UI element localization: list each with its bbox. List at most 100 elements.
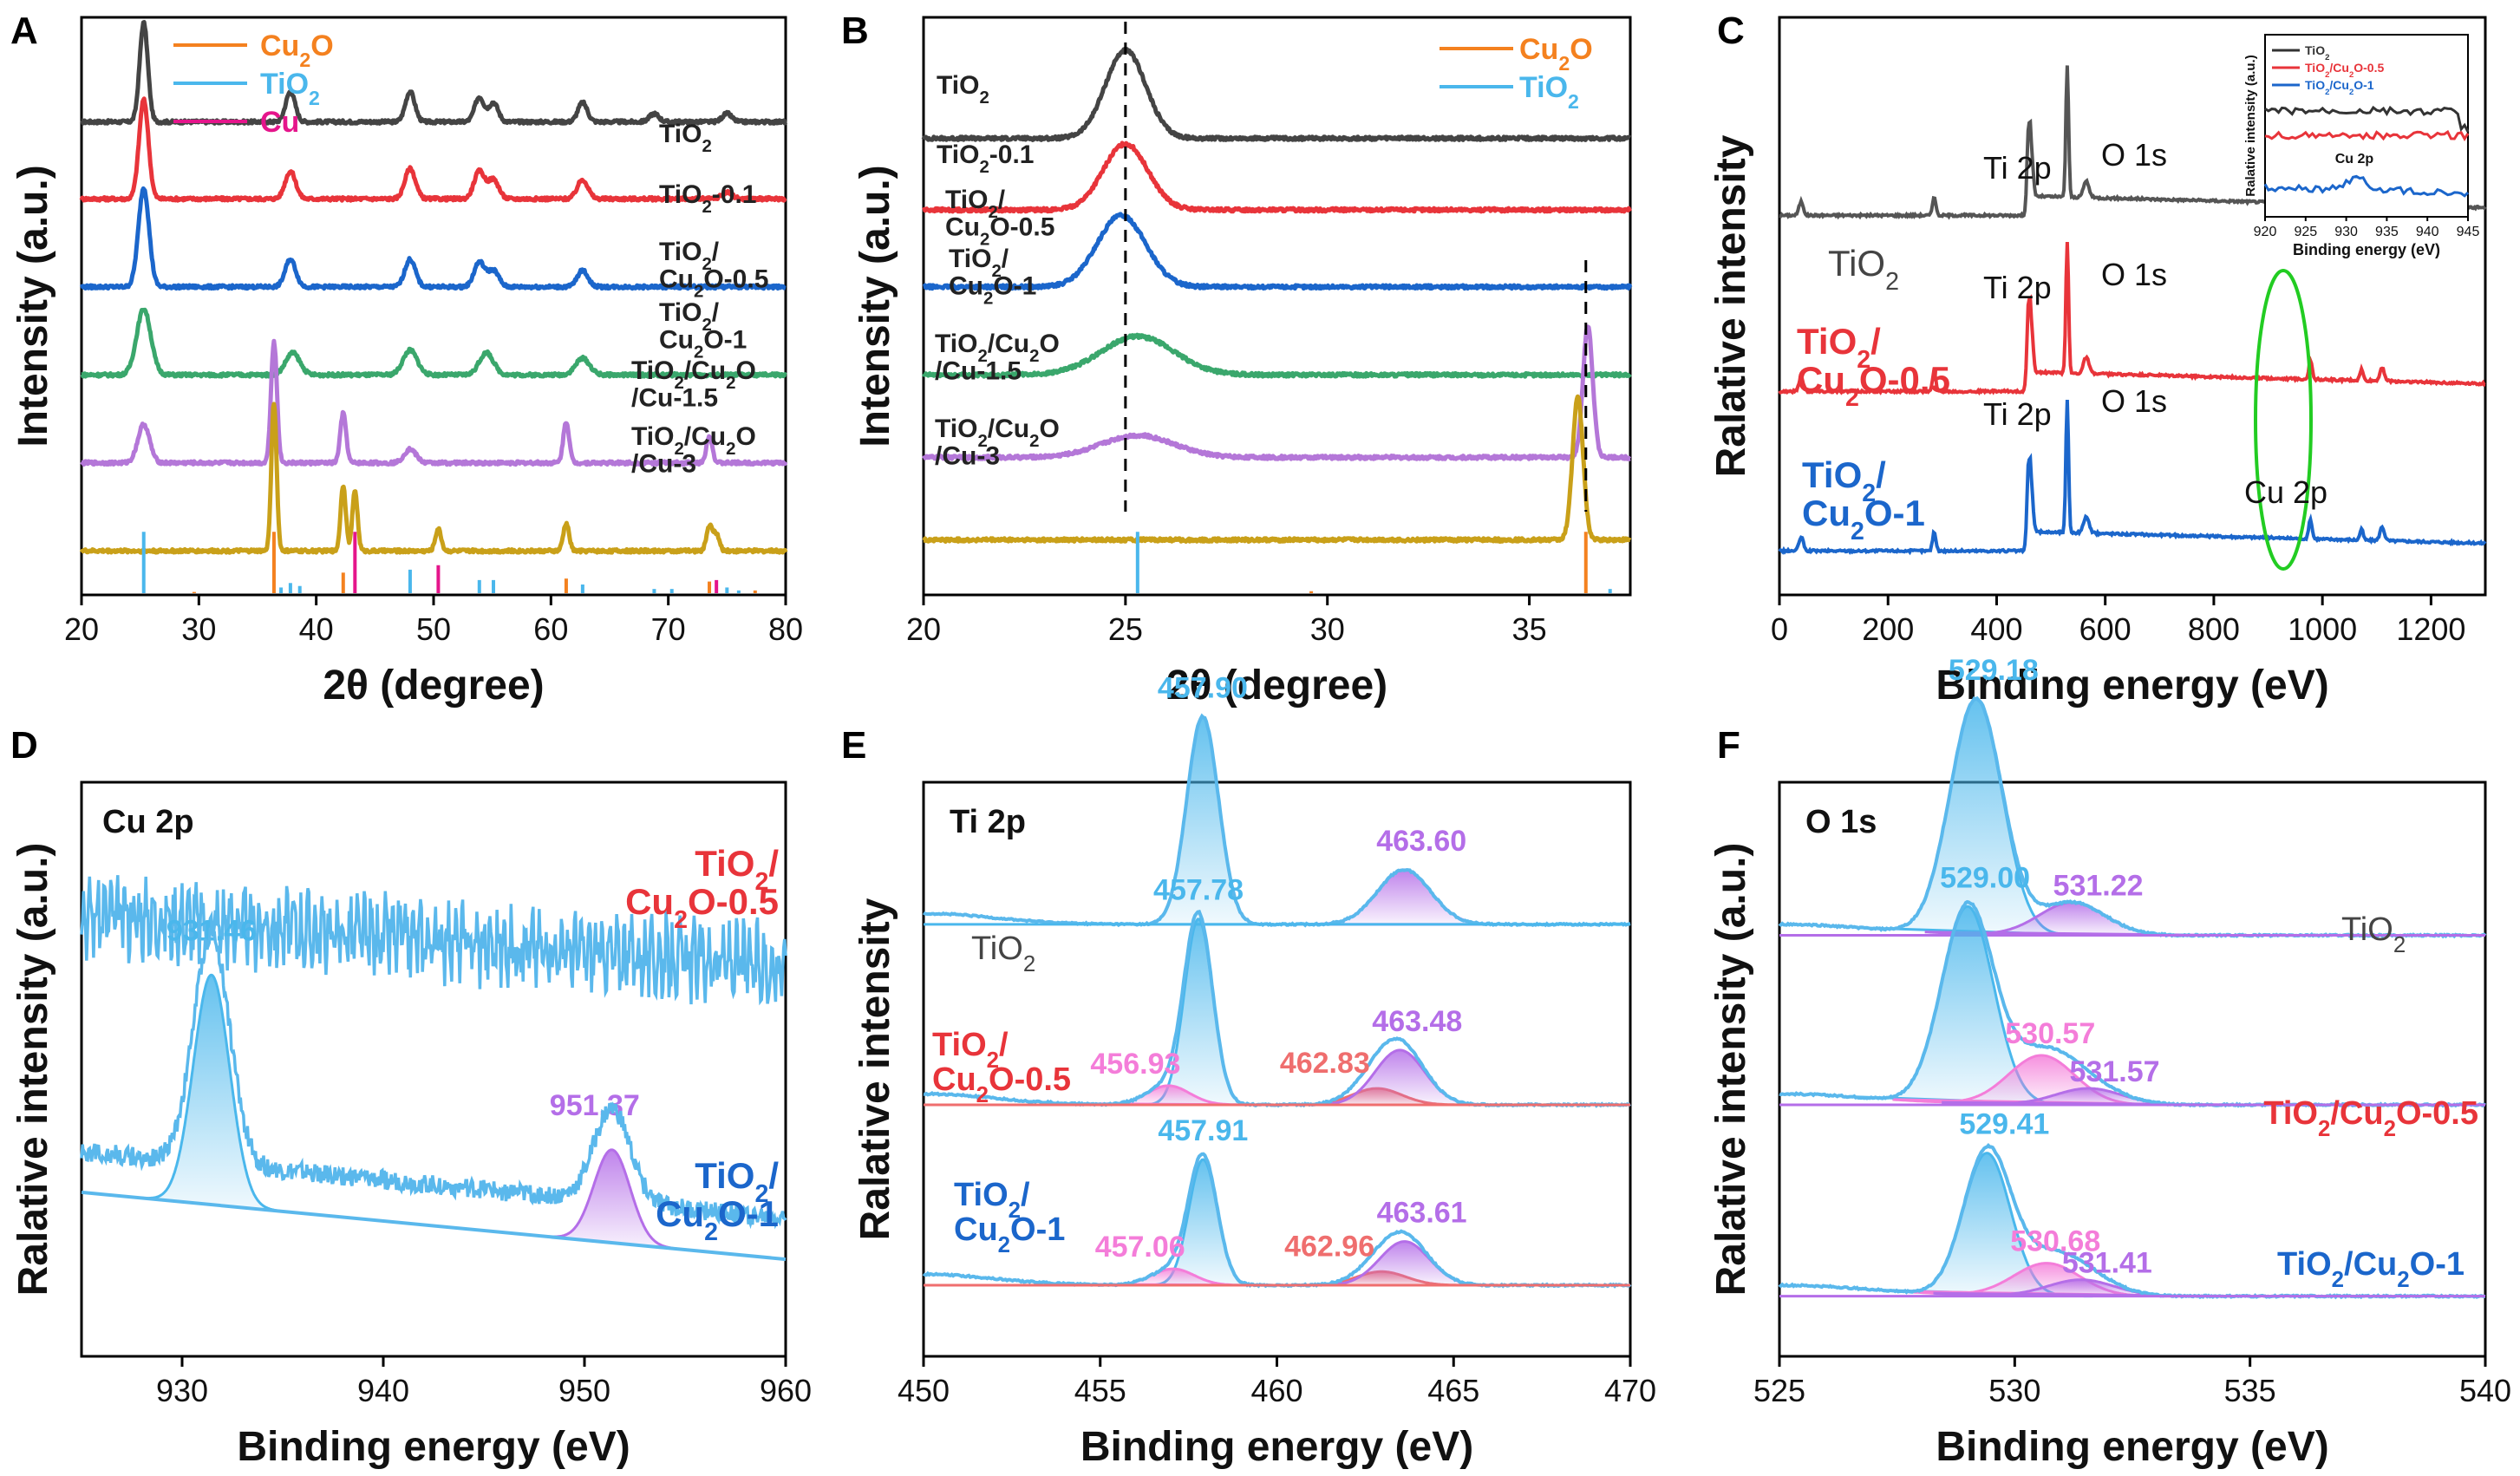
series-label-line: Cu2O-1 <box>949 272 1036 309</box>
series-label-line: TiO2/ <box>949 245 1009 281</box>
series-line-TiO2/Cu2O-0.5 <box>80 875 787 1006</box>
inset-y-axis-label: Ralative intensity (a.u.) <box>2243 55 2258 196</box>
inset-x-tick-label: 930 <box>2334 225 2358 239</box>
series-label-line: TiO2 <box>2341 911 2406 957</box>
inset-x-tick-label: 920 <box>2254 225 2277 239</box>
inset-x-tick-label: 935 <box>2375 225 2399 239</box>
peak-value-label: 462.96 <box>1284 1230 1374 1263</box>
series-label-line: Cu2O-1 <box>656 1193 779 1246</box>
series-label: TiO2 <box>971 931 1035 976</box>
x-tick-label: 200 <box>1862 611 1914 647</box>
inset-series-line <box>2264 129 2470 141</box>
series-label-line: Cu2O-1 <box>954 1211 1065 1257</box>
series-label-line: TiO2/ <box>945 186 1006 222</box>
x-tick-label: 20 <box>64 611 99 647</box>
series-label: TiO2/Cu2O-1 <box>1802 454 1925 545</box>
panel-letter: D <box>10 724 38 767</box>
highlight-label: Cu 2p <box>2244 474 2327 510</box>
panel-title: Cu 2p <box>102 804 194 840</box>
series-label-line: TiO2/Cu2O-0.5 <box>2263 1095 2478 1141</box>
panel-A: 20 30 40 50 60 70 80 2θ (degree) Intensity (a.u.… <box>10 16 803 709</box>
baseline <box>81 1190 787 1262</box>
panel-letter: C <box>1717 10 1745 52</box>
series-label: TiO2/Cu2O-1 <box>656 1155 779 1246</box>
panel-E: 450 455 460 465 470 Binding energy (eV) Ralati… <box>852 780 1656 1470</box>
x-axis-label: Binding energy (eV) <box>1936 1424 2328 1470</box>
x-tick-label: 600 <box>2079 611 2132 647</box>
series-label-line: Cu2O-0.5 <box>1797 359 1950 412</box>
inset-x-tick-label: 945 <box>2457 225 2480 239</box>
series-line-TiO2-0.1 <box>79 96 787 203</box>
panel-letter: B <box>841 10 869 52</box>
series-label-line: TiO2 <box>1828 243 1899 296</box>
series-label: TiO2 <box>1828 243 1899 296</box>
y-axis-label: Ralative intensity (a.u.) <box>1708 843 1754 1296</box>
legend-label: TiO2 <box>260 68 320 109</box>
series-label-line: Cu2O-1 <box>659 326 747 362</box>
y-axis-label: Intensity (a.u.) <box>10 165 56 447</box>
series-label: TiO2-0.1 <box>937 140 1035 177</box>
series-label: TiO2/Cu2O-0.5 <box>932 1027 1071 1107</box>
panel-letter: F <box>1717 724 1740 767</box>
x-tick-label: 0 <box>1771 611 1788 647</box>
peak-value-label: 457.90 <box>1158 671 1248 704</box>
x-axis-label: 2θ (degree) <box>323 663 544 709</box>
peak-value-label: 463.48 <box>1372 1005 1462 1038</box>
panel-title: Ti 2p <box>950 804 1026 840</box>
peak-value-label: 951.37 <box>550 1089 640 1122</box>
inset-annotation: Cu 2p <box>2335 152 2374 167</box>
x-tick-label: 400 <box>1970 611 2022 647</box>
series-label: TiO2/Cu2O-1 <box>659 298 747 362</box>
inset-legend-label: TiO2/Cu2O-1 <box>2305 78 2374 97</box>
series-line-TiO2/Cu2O/Cu-1.5 <box>922 324 1632 461</box>
x-axis-label: Binding energy (eV) <box>1936 663 2328 709</box>
series-line-TiO2/Cu2O-0.5 <box>79 186 787 291</box>
series-line-TiO2/Cu2O-1 <box>921 332 1632 379</box>
series-label: TiO2/Cu2O-1 <box>954 1177 1065 1257</box>
peak-label-o1s: O 1s <box>2101 257 2167 292</box>
x-tick-label: 460 <box>1250 1373 1302 1408</box>
series-label-line: TiO2 <box>659 120 712 156</box>
series-label: TiO2/Cu2O-0.5 <box>1797 321 1950 412</box>
series-label: TiO2/Cu2O-0.5 <box>945 186 1054 250</box>
series-label-line: Cu2O-1 <box>1802 493 1925 545</box>
series-label-line: TiO2 <box>971 931 1035 976</box>
series-label-line: /Cu-1.5 <box>631 384 718 413</box>
series-label-line: TiO2-0.1 <box>937 140 1035 177</box>
inset-x-tick-label: 940 <box>2416 225 2439 239</box>
series-label-line: TiO2/ <box>932 1027 1009 1073</box>
peak-fill <box>1139 1158 1266 1287</box>
peak-value-label: 529.18 <box>1949 654 2039 687</box>
x-tick-label: 50 <box>416 611 451 647</box>
x-tick-label: 540 <box>2459 1373 2511 1408</box>
series-label: TiO2/Cu2O-0.5 <box>2263 1095 2478 1141</box>
x-axis-label: 2θ (degree) <box>1166 663 1387 709</box>
x-tick-label: 950 <box>558 1373 610 1408</box>
peak-fill <box>539 1148 685 1251</box>
highlight-ellipse <box>2254 269 2313 571</box>
plot-frame <box>1778 780 2487 1358</box>
peak-value-label: 456.93 <box>1090 1048 1180 1081</box>
peak-fill <box>1285 868 1524 926</box>
series-label: TiO2/Cu2O-0.5 <box>625 843 779 934</box>
x-tick-label: 60 <box>533 611 568 647</box>
legend-label: Cu2O <box>260 29 334 71</box>
panel-letter: E <box>841 724 866 767</box>
x-axis-label: Binding energy (eV) <box>1080 1424 1473 1470</box>
x-tick-label: 1200 <box>2396 611 2465 647</box>
panel-F: 525 530 535 540 Binding energy (eV) Ralative … <box>1708 780 2511 1470</box>
x-tick-label: 25 <box>1108 611 1143 647</box>
peak-value-label: 529.00 <box>1940 861 2030 894</box>
peak-label-ti2p: Ti 2p <box>1983 150 2052 186</box>
panel-title: O 1s <box>1805 804 1877 840</box>
inset-series-line <box>2264 105 2470 133</box>
x-tick-label: 40 <box>299 611 334 647</box>
peak-value-label: 463.61 <box>1377 1197 1467 1230</box>
x-tick-label: 35 <box>1512 611 1547 647</box>
series-label: TiO2/Cu2O-0.5 <box>659 238 768 302</box>
series-line-TiO2/Cu2O-1 <box>1778 400 2487 556</box>
series-label-line: /Cu-3 <box>935 442 1000 471</box>
series-label: TiO2/Cu2O/Cu-3 <box>935 415 1060 471</box>
series-label: TiO2 <box>659 120 712 156</box>
